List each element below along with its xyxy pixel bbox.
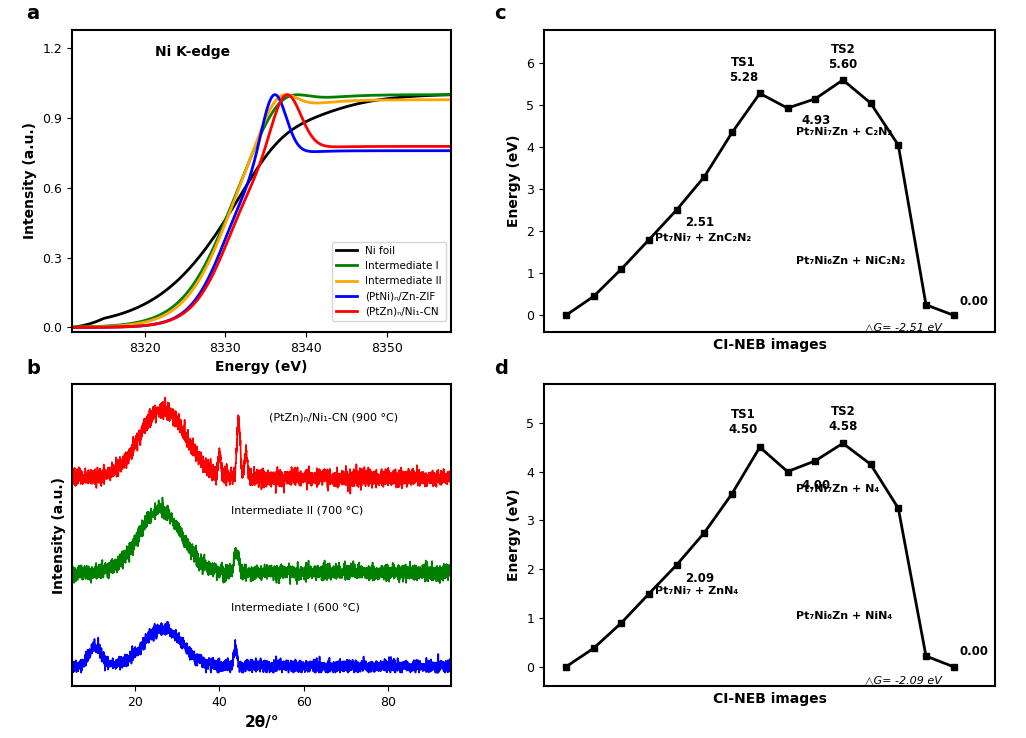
Text: TS2
4.58: TS2 4.58: [828, 404, 858, 432]
Text: a: a: [27, 4, 39, 24]
Text: c: c: [495, 4, 506, 24]
Text: (PtZn)ₙ/Ni₁-CN (900 °C): (PtZn)ₙ/Ni₁-CN (900 °C): [269, 412, 398, 422]
Text: TS1
5.28: TS1 5.28: [728, 56, 758, 84]
Text: Pt₇Ni₇Zn + N₄: Pt₇Ni₇Zn + N₄: [796, 483, 879, 494]
Text: 0.00: 0.00: [959, 645, 988, 658]
Text: TS2
5.60: TS2 5.60: [828, 43, 858, 71]
Text: Pt₇Ni₆Zn + NiN₄: Pt₇Ni₆Zn + NiN₄: [796, 610, 892, 621]
Y-axis label: Intensity (a.u.): Intensity (a.u.): [52, 477, 67, 593]
Legend: Ni foil, Intermediate I, Intermediate II, (PtNi)ₙ/Zn-ZIF, (PtZn)ₙ/Ni₁-CN: Ni foil, Intermediate I, Intermediate II…: [332, 241, 446, 321]
Text: Pt₇Ni₇Zn + C₂N₂: Pt₇Ni₇Zn + C₂N₂: [796, 128, 892, 137]
Text: △G= -2.09 eV: △G= -2.09 eV: [865, 675, 942, 686]
Text: 0.00: 0.00: [959, 294, 988, 308]
Text: 2.51: 2.51: [685, 216, 714, 229]
Text: 2.09: 2.09: [685, 572, 714, 585]
Y-axis label: Energy (eV): Energy (eV): [507, 134, 520, 227]
Y-axis label: Energy (eV): Energy (eV): [507, 489, 520, 582]
Text: d: d: [495, 359, 508, 378]
Text: Pt₇Ni₆Zn + NiC₂N₂: Pt₇Ni₆Zn + NiC₂N₂: [796, 255, 905, 266]
Text: Pt₇Ni₇ + ZnN₄: Pt₇Ni₇ + ZnN₄: [655, 586, 738, 596]
Text: 4.00: 4.00: [801, 479, 830, 492]
Text: Intermediate I (600 °C): Intermediate I (600 °C): [231, 603, 360, 613]
Text: Intermediate II (700 °C): Intermediate II (700 °C): [231, 506, 363, 516]
X-axis label: Energy (eV): Energy (eV): [215, 360, 308, 374]
Text: 4.93: 4.93: [801, 114, 831, 128]
Text: Ni K-edge: Ni K-edge: [155, 44, 231, 58]
Text: b: b: [27, 359, 40, 378]
X-axis label: 2θ/°: 2θ/°: [244, 714, 279, 730]
Y-axis label: Intensity (a.u.): Intensity (a.u.): [23, 123, 37, 239]
Text: TS1
4.50: TS1 4.50: [728, 408, 758, 436]
X-axis label: CI-NEB images: CI-NEB images: [713, 338, 826, 351]
Text: △G= -2.51 eV: △G= -2.51 eV: [865, 322, 942, 332]
Text: Pt₇Ni₇ + ZnC₂N₂: Pt₇Ni₇ + ZnC₂N₂: [655, 232, 751, 243]
X-axis label: CI-NEB images: CI-NEB images: [713, 692, 826, 706]
